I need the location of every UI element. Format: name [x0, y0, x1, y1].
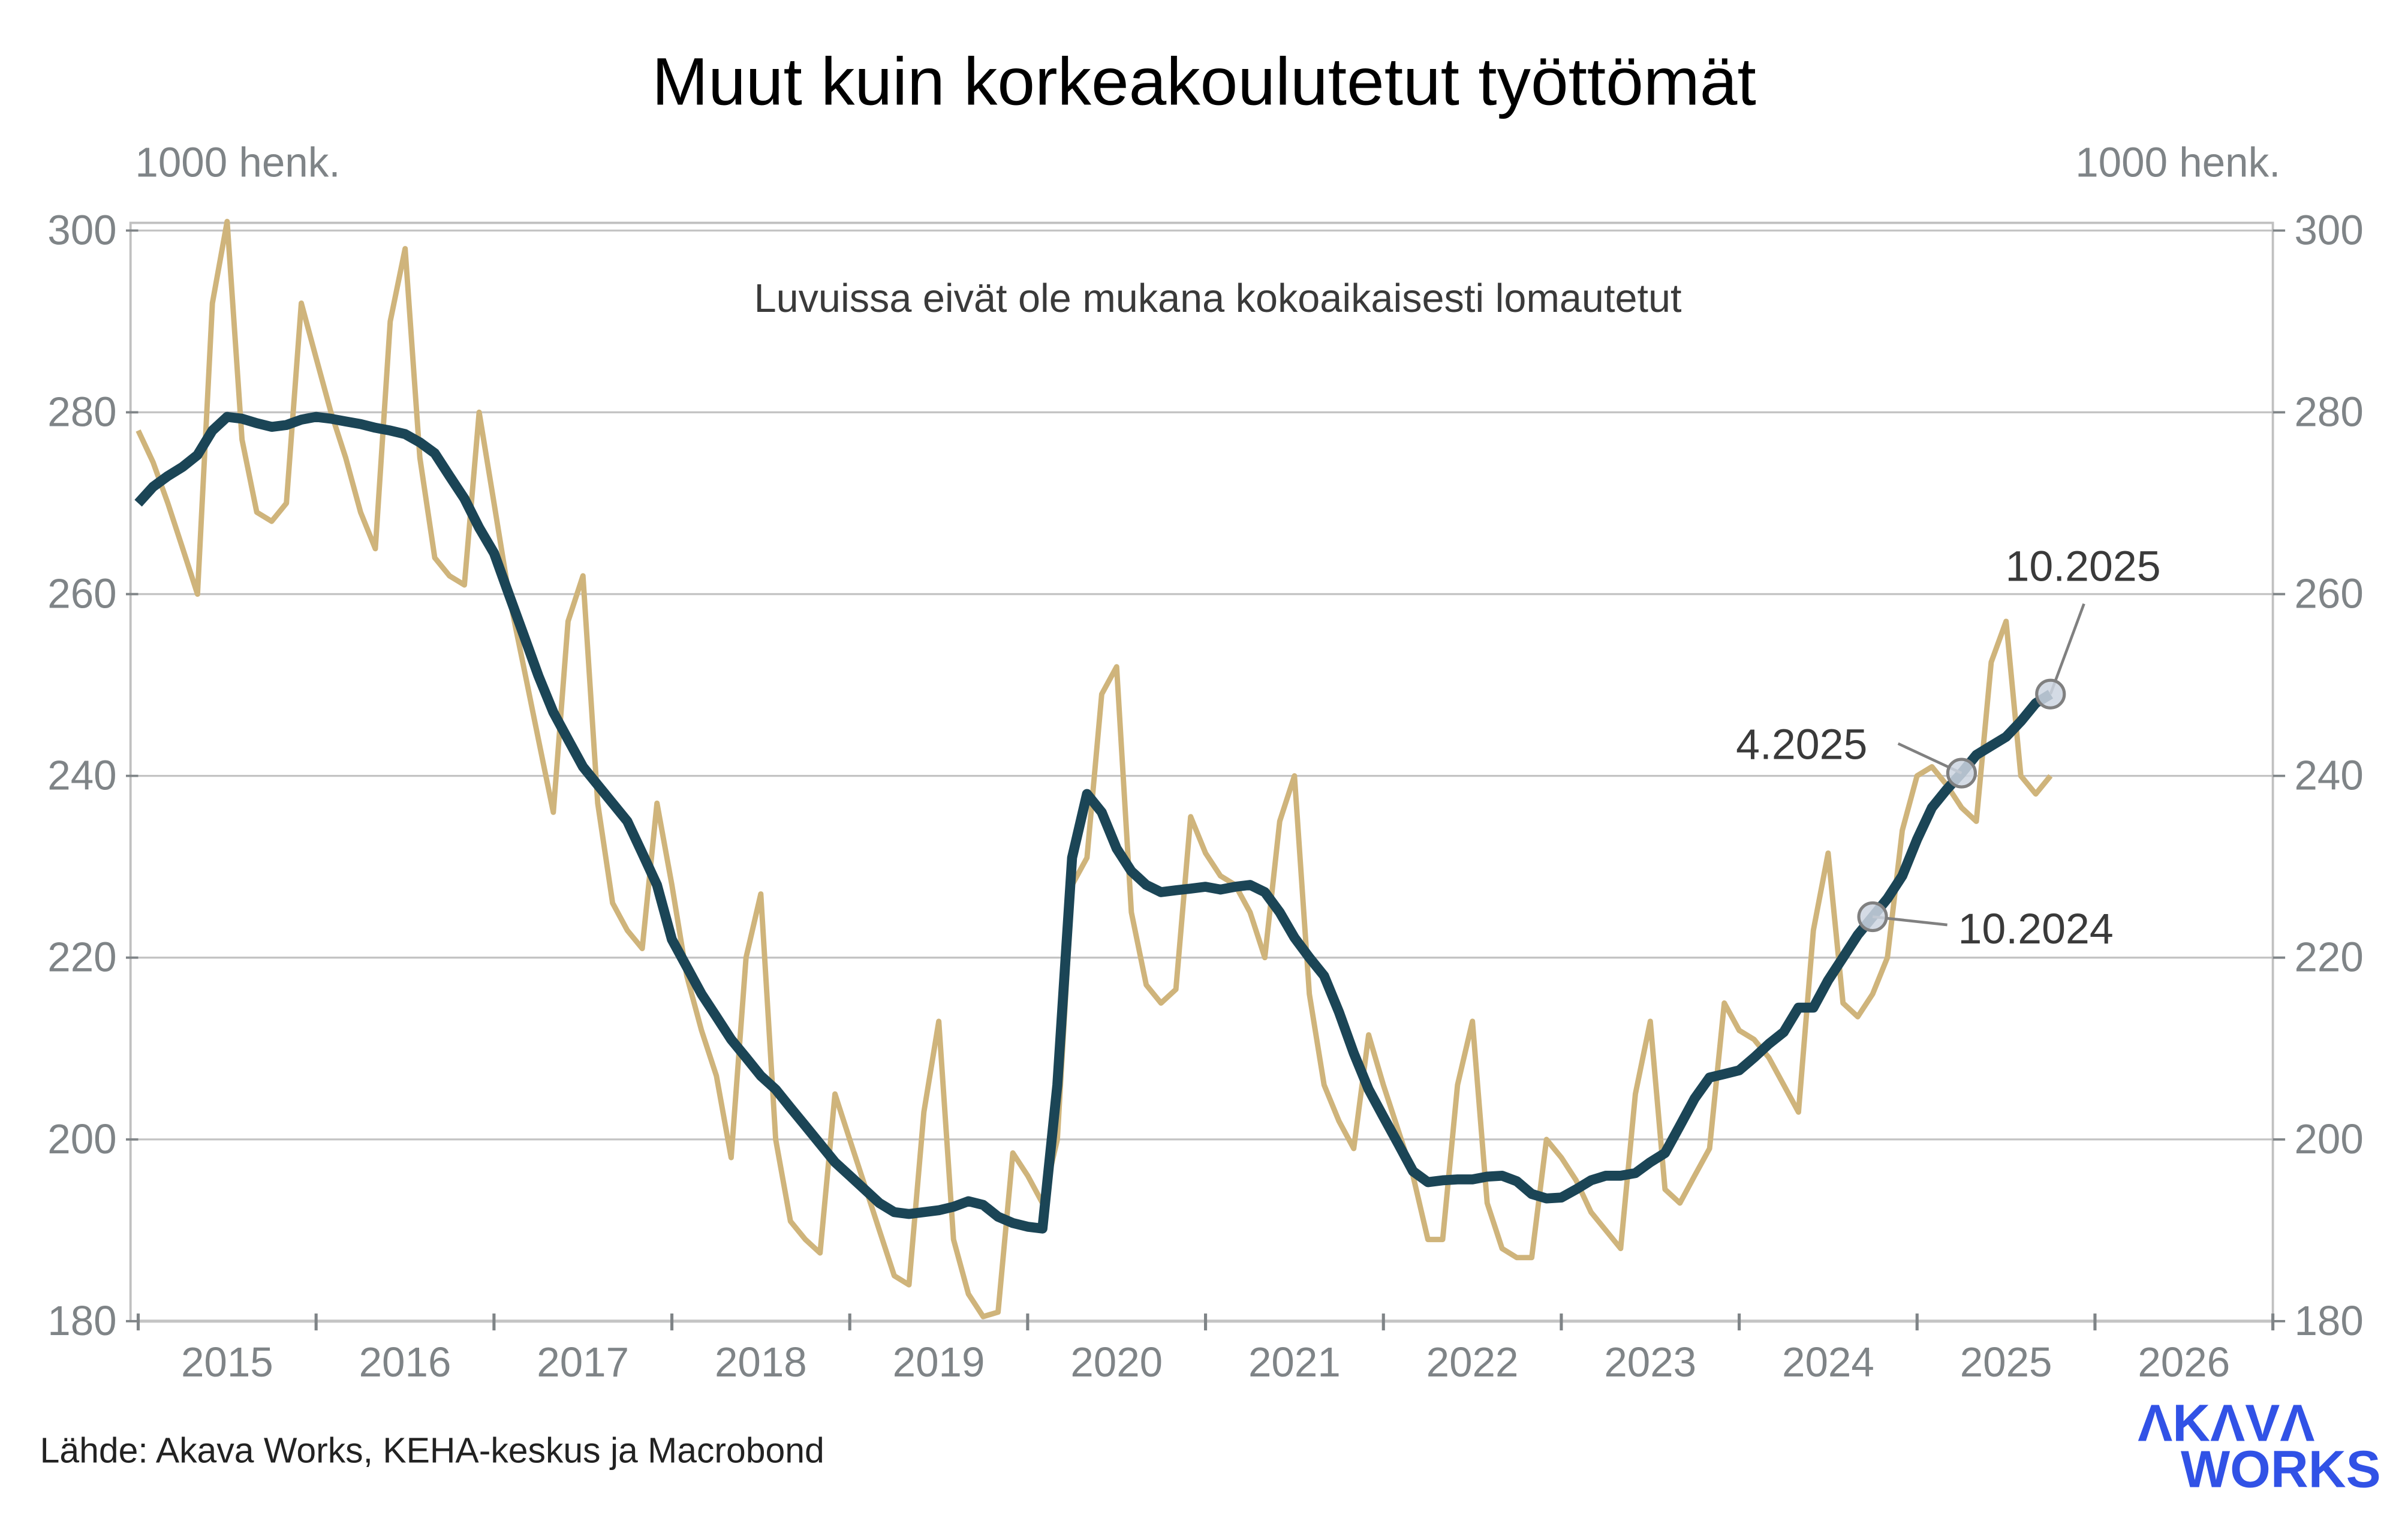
chart-title: Muut kuin korkeakoulutetut työttömät: [652, 43, 1756, 119]
annotation-marker: [1946, 758, 1977, 789]
x-tick-label: 2020: [1070, 1339, 1163, 1385]
y-tick-label-left: 220: [47, 934, 116, 981]
y-tick-label-left: 180: [47, 1297, 116, 1344]
trend-series-line: [134, 411, 2054, 1234]
y-axis-label-right: 1000 henk.: [2075, 139, 2280, 186]
annotation-label-10-2024: 10.2024: [1958, 905, 2114, 953]
y-tick-label-right: 300: [2294, 206, 2363, 253]
x-tick-label: 2025: [1960, 1339, 2052, 1385]
y-tick-label-left: 300: [47, 206, 116, 253]
annotation-label-10-2025: 10.2025: [2005, 542, 2160, 590]
y-tick-label-left: 260: [47, 570, 116, 617]
annotation-marker: [1857, 901, 1888, 933]
x-tick-label: 2023: [1604, 1339, 1696, 1385]
x-tick-label: 2017: [537, 1339, 629, 1385]
source-note: Lähde: Akava Works, KEHA-keskus ja Macro…: [40, 1431, 824, 1470]
monthly-series-line: [136, 218, 2053, 1319]
x-tick-label: 2022: [1426, 1339, 1519, 1385]
chart-note: Luvuissa eivät ole mukana kokoaikaisesti…: [754, 276, 1682, 321]
x-tick-label: 2026: [2138, 1339, 2230, 1385]
y-tick-label-right: 280: [2294, 389, 2363, 435]
logo-line-1: ΛKΛVΛ: [2138, 1394, 2314, 1453]
y-tick-label-right: 200: [2294, 1116, 2363, 1162]
y-tick-label-left: 200: [47, 1116, 116, 1162]
x-tick-label: 2019: [893, 1339, 985, 1385]
annotation-leader-line: [2049, 603, 2085, 695]
logo-line-2: WORKS: [2181, 1440, 2381, 1498]
y-tick-label-right: 240: [2294, 752, 2363, 799]
axes: 180 180 200 200 220 220 240 240 260 260 280 280 300 3…: [47, 206, 2364, 1385]
series-lines: [134, 218, 2054, 1319]
x-tick-label: 2021: [1248, 1339, 1341, 1385]
x-tick-label: 2015: [181, 1339, 273, 1385]
y-tick-label-right: 260: [2294, 570, 2363, 617]
akava-works-logo: ΛKΛVΛ WORKS: [2138, 1394, 2380, 1499]
x-tick-label: 2018: [715, 1339, 807, 1385]
y-axis-label-left: 1000 henk.: [135, 139, 340, 186]
annotation-label-4-2025: 4.2025: [1736, 720, 1867, 768]
y-tick-label-right: 220: [2294, 934, 2363, 981]
annotations: [1857, 603, 2085, 933]
y-tick-label-left: 280: [47, 389, 116, 435]
x-tick-label: 2024: [1782, 1339, 1874, 1385]
gridlines: [138, 229, 2273, 1322]
x-tick-label: 2016: [359, 1339, 452, 1385]
y-tick-label-right: 180: [2294, 1297, 2363, 1344]
annotation-marker: [2035, 678, 2066, 710]
y-tick-label-left: 240: [47, 752, 116, 799]
